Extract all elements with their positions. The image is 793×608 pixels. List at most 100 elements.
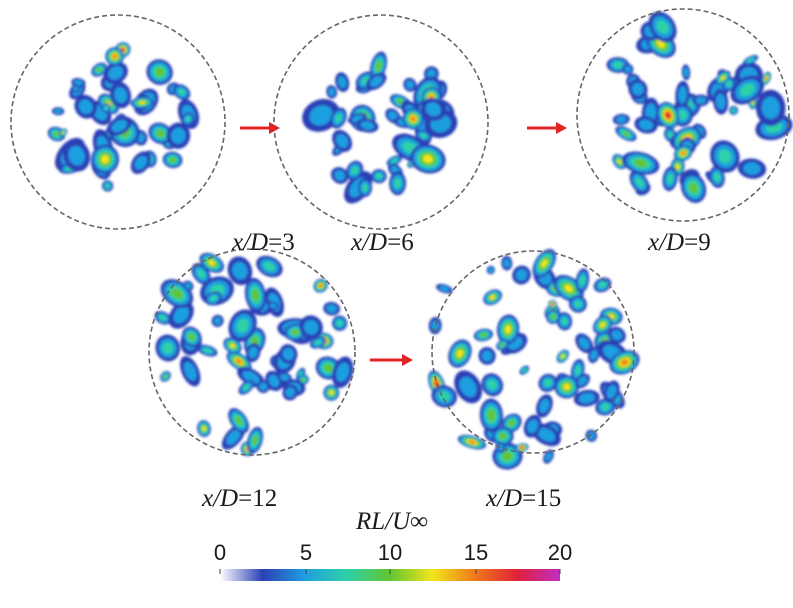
contour-blob: [393, 178, 402, 189]
contour-blob: [369, 75, 383, 87]
contour-blob: [242, 370, 260, 384]
panel-label-var: x/D: [232, 229, 269, 256]
contour-blob: [336, 319, 344, 327]
contour-blob: [101, 155, 110, 164]
contour-blob: [683, 67, 689, 78]
arrow-right-icon: [269, 122, 280, 134]
boundary-circle: [431, 250, 635, 454]
contour-blob: [314, 339, 322, 346]
contour-blob: [579, 275, 586, 287]
colorbar: [220, 569, 560, 581]
contour-blob: [268, 374, 280, 388]
contour-blob: [499, 432, 507, 440]
contour-blob: [545, 452, 552, 461]
contour-blob: [54, 108, 62, 114]
contour-blob: [520, 446, 524, 449]
boundary-circle: [148, 248, 356, 456]
contour-panel-1: [10, 14, 226, 230]
contour-blob: [502, 451, 513, 461]
contour-blob: [425, 102, 441, 117]
contour-blob: [761, 96, 780, 120]
contour-blob: [540, 259, 548, 268]
contour-blob: [606, 384, 617, 399]
contour-blob: [667, 131, 674, 139]
contour-blob: [422, 154, 433, 164]
colorbar-tick: 0: [213, 540, 227, 565]
contour-blob: [587, 431, 595, 440]
panel-label-value: 6: [401, 229, 414, 256]
colorbar-tick: 20: [547, 540, 573, 565]
contour-blob: [543, 378, 552, 387]
panel-label-var: x/D: [202, 485, 239, 512]
contour-blob: [252, 435, 258, 445]
contour-blob: [578, 393, 595, 404]
contour-blob: [497, 444, 504, 451]
contour-blob: [527, 419, 539, 434]
contour-blob: [507, 419, 516, 427]
arrow-right-icon: [402, 354, 413, 366]
contour-blob: [677, 109, 688, 121]
contour-blob: [104, 105, 109, 111]
contour-blob: [391, 158, 398, 163]
contour-blob: [375, 61, 382, 72]
contour-blob: [612, 61, 623, 69]
contour-blob: [635, 177, 644, 188]
contour-blob: [156, 129, 165, 138]
contour-blob: [481, 350, 493, 362]
contour-blob: [600, 403, 611, 411]
contour-blob: [163, 374, 168, 379]
contour-blob: [713, 172, 721, 182]
contour-blob: [171, 288, 183, 299]
contour-blob: [689, 182, 698, 194]
contour-blob: [747, 57, 754, 63]
panel-label-value: 12: [252, 485, 278, 512]
contour-blob: [666, 173, 674, 185]
contour-blob: [725, 80, 732, 88]
contour-blob: [301, 377, 306, 382]
contour-blob: [573, 300, 582, 308]
contour-blob: [695, 96, 706, 105]
contour-blob: [159, 314, 167, 321]
contour-blob: [291, 329, 300, 336]
contour-blob: [173, 306, 189, 324]
panel-label-var: x/D: [351, 229, 388, 256]
boundary-circle: [576, 8, 790, 222]
contour-blob: [439, 285, 450, 292]
contour-blob: [487, 409, 496, 422]
contour-blob: [578, 337, 590, 350]
contour-blob: [631, 82, 644, 96]
contour-blob: [537, 427, 556, 442]
contour-blob: [515, 269, 528, 281]
contour-blob: [504, 325, 512, 334]
contour-blob: [665, 112, 671, 119]
contour-blob: [550, 314, 556, 320]
panel-label-1: x/D=3: [232, 229, 295, 256]
contour-blob: [361, 183, 369, 192]
contour-blob: [743, 162, 761, 175]
contour-blob: [522, 368, 527, 373]
contour-blob: [560, 317, 568, 326]
contour-panel-2: [273, 14, 489, 230]
contour-blob: [184, 282, 192, 289]
contour-panel-3: [576, 8, 793, 222]
contour-blob: [242, 384, 250, 391]
contour-blob: [328, 390, 334, 396]
contour-blob: [201, 426, 207, 431]
contour-blob: [720, 75, 726, 80]
contour-blob: [488, 267, 494, 273]
contour-blob: [318, 284, 323, 288]
contour-blob: [105, 183, 111, 189]
contour-blob: [487, 379, 498, 390]
contour-blob: [78, 99, 93, 114]
contour-blob: [616, 115, 627, 124]
contour-blob: [624, 65, 632, 73]
panel-label-2: x/D=6: [351, 229, 414, 256]
contour-blob: [489, 295, 496, 300]
contour-blob: [622, 131, 630, 137]
contour-blob: [235, 416, 243, 426]
panel-label-5: x/D=15: [486, 485, 562, 512]
contour-blob: [503, 258, 511, 268]
contour-blob: [617, 159, 622, 164]
panel-label-value: 9: [698, 229, 711, 256]
contour-blob: [177, 88, 186, 96]
